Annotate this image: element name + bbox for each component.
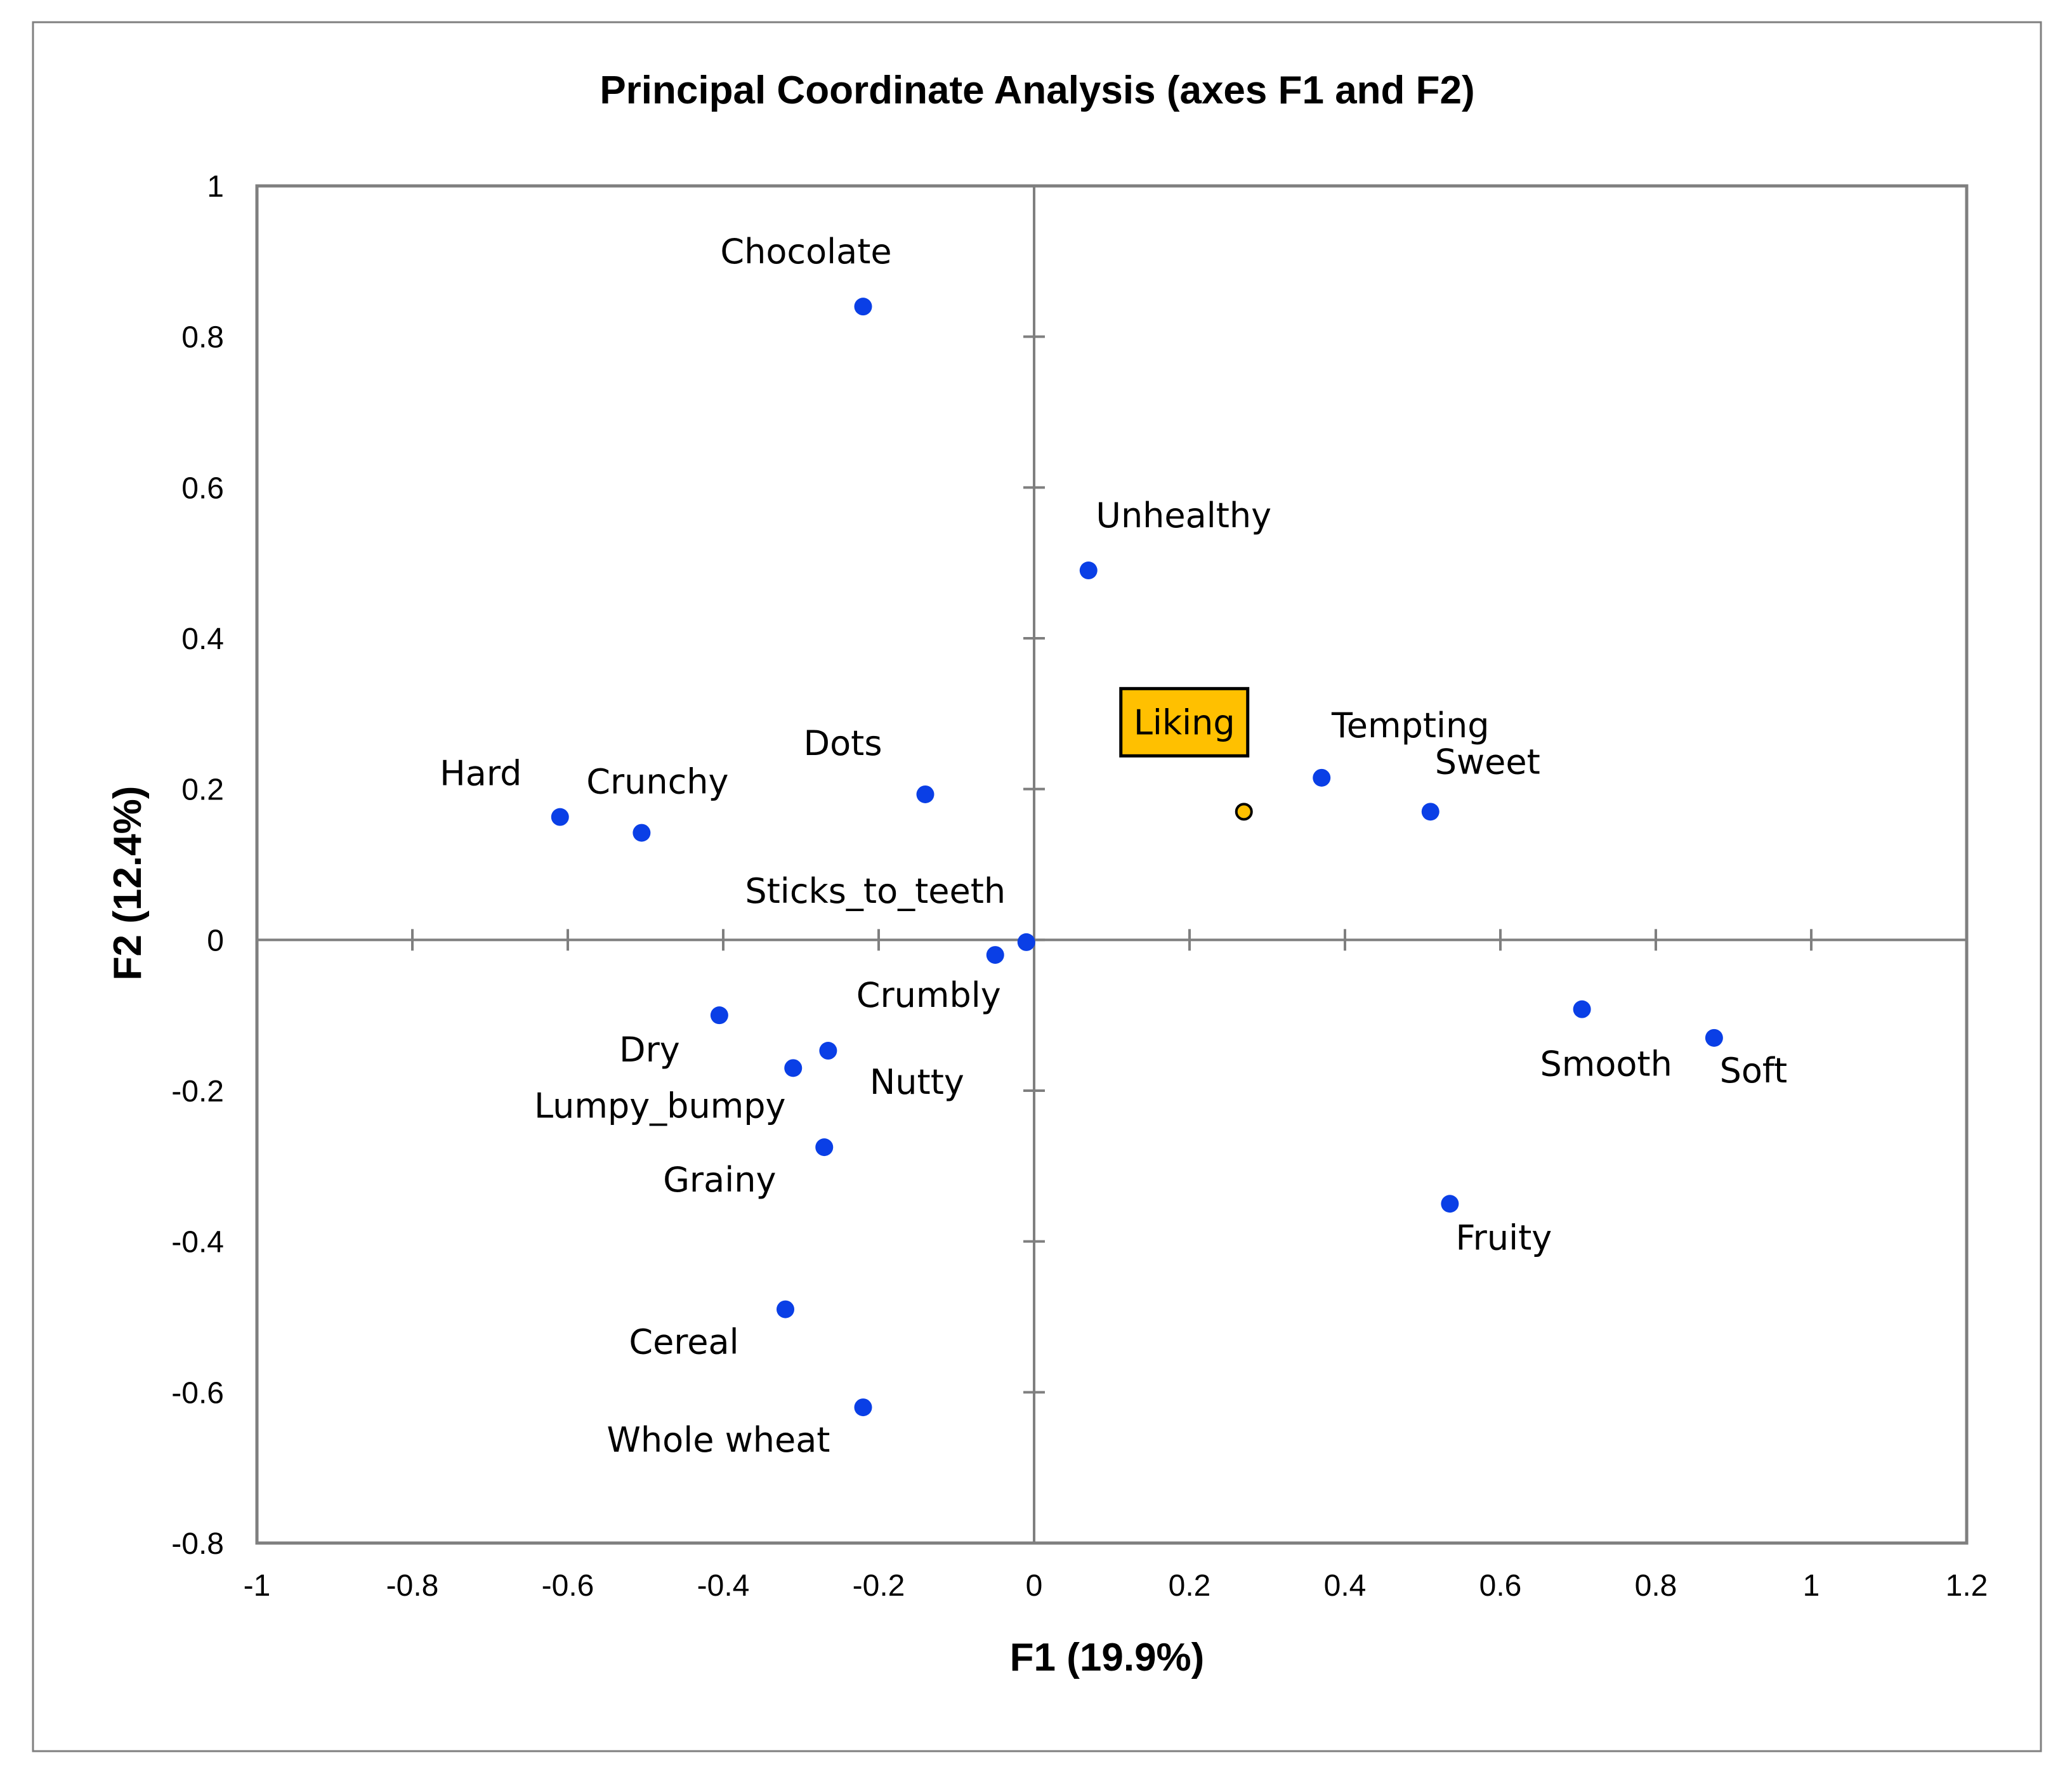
point-label-nutty: Nutty: [870, 1062, 964, 1102]
chart-title: Principal Coordinate Analysis (axes F1 a…: [600, 69, 1474, 112]
point-whole-wheat[interactable]: [854, 1398, 872, 1417]
point-label-lumpy-bumpy: Lumpy_bumpy: [534, 1086, 786, 1126]
point-label-tempting: Tempting: [1331, 706, 1490, 746]
outer-frame: [32, 21, 2042, 1752]
x-tick-label: 1.2: [1946, 1569, 1988, 1603]
point-label-sweet: Sweet: [1435, 742, 1540, 782]
point-label-chocolate: Chocolate: [720, 232, 891, 272]
y-tick-label: -0.4: [171, 1226, 224, 1259]
x-tick-label: -0.6: [542, 1569, 594, 1603]
y-tick-label: 0.4: [181, 622, 224, 656]
y-tick-label: 0.8: [181, 321, 224, 355]
point-fruity[interactable]: [1441, 1195, 1459, 1213]
axes: [257, 186, 1967, 1543]
y-axis-title: F2 (12.4%): [106, 786, 150, 981]
y-tick-label: 0: [207, 924, 224, 957]
point-crunchy[interactable]: [633, 824, 651, 842]
x-tick-label: 0.8: [1635, 1569, 1677, 1603]
x-tick-label: 0.6: [1479, 1569, 1522, 1603]
point-lumpy-bumpy[interactable]: [784, 1059, 803, 1077]
point-sticks-to-teeth[interactable]: [1017, 933, 1035, 951]
point-label-grainy: Grainy: [663, 1160, 776, 1200]
point-label-sticks-to-teeth: Sticks_to_teeth: [745, 871, 1006, 911]
plot-area: -0.8-0.6-0.4-0.200.20.40.60.81 -1 -0.8 -0.…: [171, 170, 1988, 1603]
point-label-liking: Liking: [1134, 702, 1235, 742]
point-hard[interactable]: [551, 808, 569, 826]
x-tick-label: -0.4: [697, 1569, 750, 1603]
x-tick-label: 0.4: [1324, 1569, 1367, 1603]
point-sweet[interactable]: [1421, 803, 1439, 821]
point-grainy[interactable]: [815, 1138, 834, 1157]
y-tick-label: -0.6: [171, 1376, 224, 1410]
x-tick-label: -1: [244, 1569, 271, 1603]
point-label-unhealthy: Unhealthy: [1096, 496, 1271, 535]
point-dots[interactable]: [916, 785, 934, 803]
point-label-crumbly: Crumbly: [856, 975, 1001, 1015]
point-crumbly[interactable]: [986, 946, 1004, 964]
x-tick-label: 1: [1803, 1569, 1820, 1603]
point-label-hard: Hard: [440, 754, 521, 794]
point-nutty[interactable]: [819, 1042, 837, 1060]
point-label-dry: Dry: [619, 1030, 680, 1070]
plot-frame: [255, 184, 1969, 1545]
x-tick-label: 0.2: [1169, 1569, 1211, 1603]
x-tick-labels: -1 -0.8 -0.6 -0.4 -0.2 0 0.2 0.4 0.6 0.8 1 1.2: [244, 1569, 1988, 1603]
point-smooth[interactable]: [1573, 1000, 1591, 1018]
point-label-whole-wheat: Whole wheat: [607, 1420, 830, 1460]
point-soft[interactable]: [1705, 1028, 1723, 1047]
y-tick-label: 0.6: [181, 471, 224, 505]
y-tick-label: 0.2: [181, 773, 224, 807]
x-tick-label: -0.8: [386, 1569, 439, 1603]
point-label-smooth: Smooth: [1540, 1044, 1672, 1084]
point-label-dots: Dots: [804, 723, 882, 763]
point-label-crunchy: Crunchy: [586, 762, 728, 802]
y-tick-labels: -0.8 -0.6 -0.4 -0.2 0 0.2 0.4 0.6 0.8 1: [171, 170, 224, 1561]
point-label-cereal: Cereal: [629, 1322, 738, 1362]
x-tick-label: -0.2: [853, 1569, 905, 1603]
point-cereal[interactable]: [777, 1300, 794, 1318]
liking-label-box: [1119, 687, 1250, 758]
x-tick-label: 0: [1026, 1569, 1043, 1603]
x-axis-title: F1 (19.9%): [1010, 1636, 1205, 1679]
point-tempting[interactable]: [1313, 768, 1331, 787]
y-tick-label: 1: [207, 170, 224, 204]
y-tick-label: -0.2: [171, 1075, 224, 1108]
y-tick-label: -0.8: [171, 1527, 224, 1561]
point-unhealthy[interactable]: [1079, 562, 1098, 580]
point-label-fruity: Fruity: [1456, 1218, 1552, 1258]
point-label-soft: Soft: [1720, 1051, 1788, 1091]
point-liking[interactable]: [1235, 803, 1253, 821]
point-dry[interactable]: [710, 1006, 728, 1025]
point-chocolate[interactable]: [854, 298, 872, 316]
